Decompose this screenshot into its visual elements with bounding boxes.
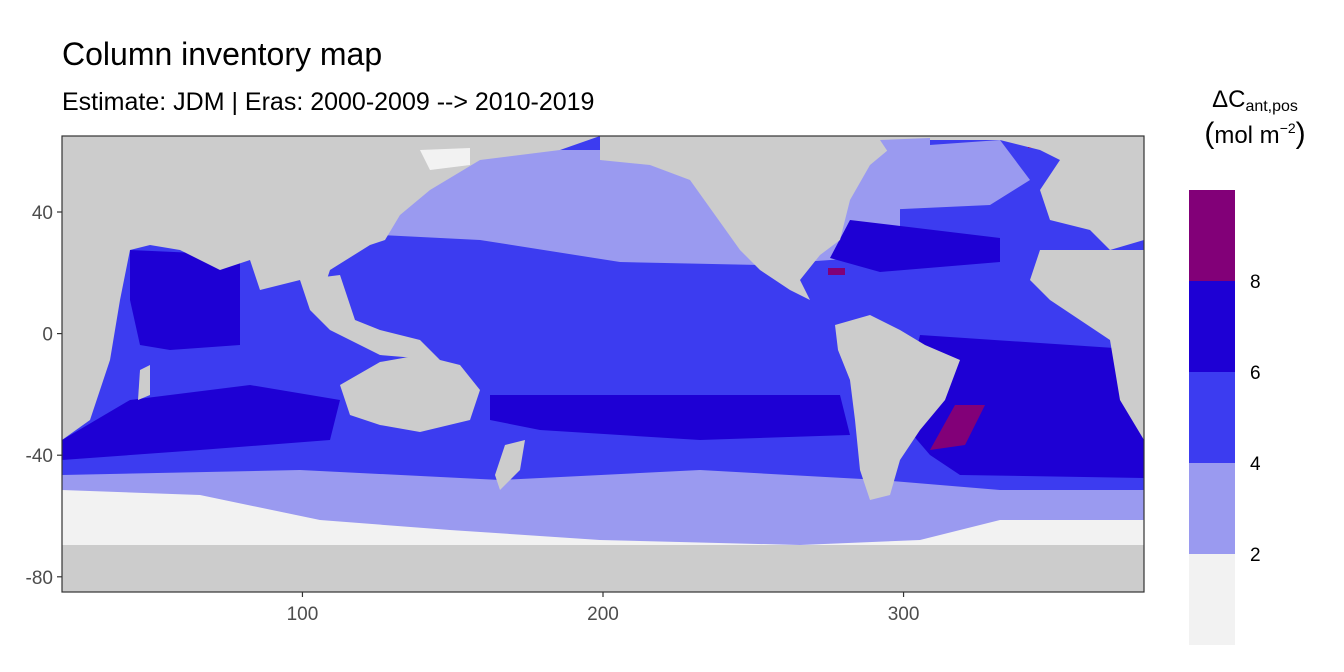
legend-swatch [1189, 281, 1235, 372]
land-new-zealand [495, 440, 525, 490]
land-africa-asia [62, 136, 370, 440]
south-pacific-dark [490, 395, 850, 440]
hotspot-gulf [828, 268, 845, 275]
land-australia [340, 355, 480, 432]
y-tick-label: -40 [26, 446, 53, 467]
north-atlantic-dark [830, 220, 1000, 272]
legend-unit-sup: −2 [1279, 120, 1296, 137]
legend-colorbar: 8 6 4 2 [1189, 190, 1261, 645]
legend-swatch [1189, 554, 1235, 645]
land-south-america [835, 315, 960, 500]
south-indian-dark [62, 385, 340, 460]
north-atlantic-band [850, 140, 1030, 210]
legend-subscript: ant,pos [1245, 98, 1298, 115]
legend-swatch [1189, 190, 1235, 281]
x-tick-label: 100 [287, 604, 319, 625]
legend-break-label: 6 [1250, 363, 1261, 384]
legend-unit-open: ( [1204, 117, 1215, 151]
land-europe [1040, 150, 1144, 250]
legend-title: ΔCant,pos (mol m−2) [1180, 86, 1330, 152]
map-subtitle: Estimate: JDM | Eras: 2000-2009 --> 2010… [62, 88, 595, 116]
legend-break-label: 8 [1250, 272, 1261, 293]
x-tick-label: 200 [587, 604, 619, 625]
legend-unit-close: ) [1295, 117, 1306, 151]
ice-okhotsk [420, 148, 470, 170]
legend-break-label: 4 [1250, 454, 1261, 475]
legend-break-label: 2 [1250, 545, 1261, 566]
legend-swatch [1189, 372, 1235, 463]
legend-unit: mol m [1214, 122, 1280, 150]
map-title: Column inventory map [62, 36, 383, 72]
legend-swatch [1189, 463, 1235, 554]
y-tick-label: 0 [42, 325, 53, 346]
indian-dark [130, 250, 240, 350]
x-tick-label: 300 [888, 604, 920, 625]
hudson-bay [880, 138, 930, 155]
legend-symbol: ΔC [1212, 86, 1246, 113]
land-maritime [300, 275, 440, 360]
y-tick-label: -80 [26, 568, 53, 589]
land [62, 136, 1144, 592]
y-tick-label: 40 [32, 203, 53, 224]
land-madagascar [138, 365, 150, 400]
land-africa-wrap [1030, 250, 1144, 440]
land-antarctica [62, 545, 1144, 592]
hotspot-south-atlantic [930, 405, 985, 450]
map-panel [62, 136, 1144, 592]
land-north-america [600, 136, 1144, 300]
